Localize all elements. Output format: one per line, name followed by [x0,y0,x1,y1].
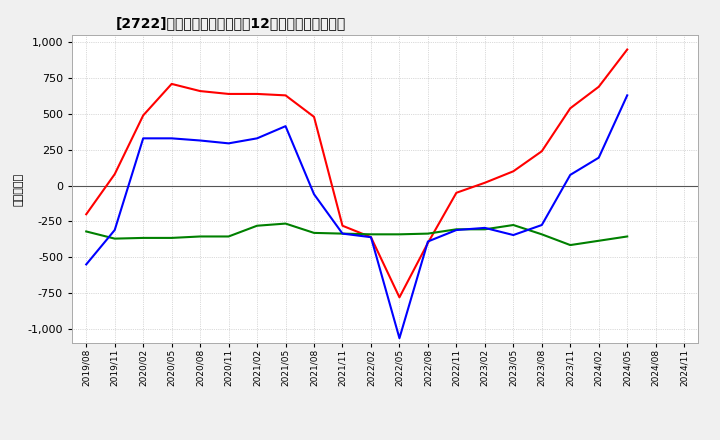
営業CF [253,91,261,96]
投資CF [310,230,318,235]
フリーCF [452,227,461,233]
フリーCF [566,172,575,177]
営業CF [82,212,91,217]
営業CF [196,88,204,94]
営業CF [423,240,432,246]
営業CF [509,169,518,174]
フリーCF [395,336,404,341]
投資CF [452,227,461,232]
フリーCF [537,222,546,227]
営業CF [566,106,575,111]
フリーCF [423,239,432,244]
投資CF [110,236,119,241]
フリーCF [167,136,176,141]
投資CF [480,227,489,232]
フリーCF [139,136,148,141]
投資CF [82,229,91,234]
営業CF [139,113,148,118]
営業CF [110,172,119,177]
営業CF [282,93,290,98]
投資CF [282,221,290,226]
Line: フリーCF: フリーCF [86,95,627,338]
営業CF [167,81,176,87]
フリーCF [366,235,375,240]
投資CF [139,235,148,241]
Y-axis label: （百万円）: （百万円） [13,172,23,206]
投資CF [366,232,375,237]
投資CF [423,231,432,236]
投資CF [253,223,261,228]
Line: 投資CF: 投資CF [86,224,627,245]
営業CF [595,84,603,89]
フリーCF [480,225,489,231]
営業CF [338,223,347,228]
投資CF [167,235,176,241]
投資CF [509,222,518,227]
フリーCF [623,93,631,98]
投資CF [225,234,233,239]
営業CF [366,235,375,240]
投資CF [338,231,347,236]
Text: [2722]　キャッシュフローの12か月移動合計の推移: [2722] キャッシュフローの12か月移動合計の推移 [116,16,346,30]
投資CF [395,232,404,237]
フリーCF [253,136,261,141]
投資CF [595,238,603,243]
フリーCF [595,155,603,160]
フリーCF [82,262,91,267]
フリーCF [509,232,518,238]
フリーCF [282,124,290,129]
フリーCF [338,231,347,236]
投資CF [566,242,575,248]
営業CF [537,149,546,154]
フリーCF [110,227,119,233]
フリーCF [196,138,204,143]
営業CF [623,47,631,52]
営業CF [395,295,404,300]
投資CF [623,234,631,239]
営業CF [452,190,461,195]
フリーCF [225,141,233,146]
営業CF [225,91,233,96]
営業CF [310,114,318,120]
フリーCF [310,191,318,197]
Line: 営業CF: 営業CF [86,50,627,297]
投資CF [196,234,204,239]
営業CF [480,180,489,185]
投資CF [537,232,546,237]
